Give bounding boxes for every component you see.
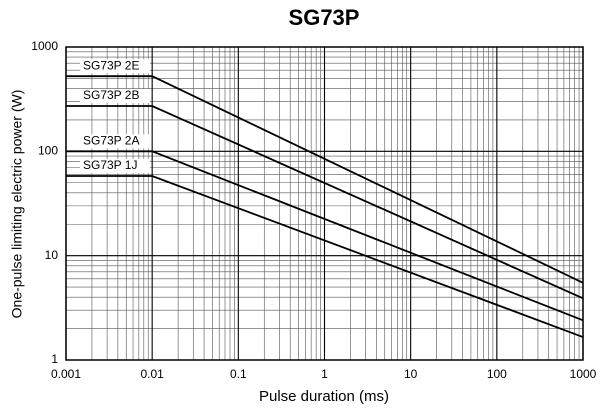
x-tick-label: 100 <box>487 367 507 381</box>
x-tick-label: 10 <box>404 367 418 381</box>
y-tick-label: 1 <box>51 352 58 366</box>
y-axis-label: One-pulse limiting electric power (W) <box>9 90 25 319</box>
x-tick-label: 1 <box>321 367 328 381</box>
chart-title: SG73P <box>289 5 360 30</box>
series-label-bg <box>80 59 150 74</box>
x-tick-label: 0.001 <box>51 367 81 381</box>
series-label: SG73P 2E <box>83 58 139 72</box>
series-label-bg <box>80 88 150 103</box>
x-tick-label: 0.01 <box>140 367 164 381</box>
series-label: SG73P 2B <box>83 88 139 102</box>
x-tick-label: 1000 <box>570 367 597 381</box>
series-label-bg <box>80 159 150 174</box>
y-tick-label: 1000 <box>31 39 58 53</box>
series-line <box>66 175 584 338</box>
series-line <box>66 150 584 322</box>
x-tick-label: 0.1 <box>230 367 247 381</box>
series-line <box>66 105 584 300</box>
series-label: SG73P 1J <box>83 158 137 172</box>
y-tick-label: 10 <box>45 248 59 262</box>
series-line <box>66 75 584 284</box>
x-axis-label: Pulse duration (ms) <box>259 388 389 405</box>
series-label: SG73P 2A <box>83 134 139 148</box>
plot-frame <box>65 46 584 361</box>
series-label-bg <box>80 134 150 149</box>
y-tick-label: 100 <box>38 144 58 158</box>
